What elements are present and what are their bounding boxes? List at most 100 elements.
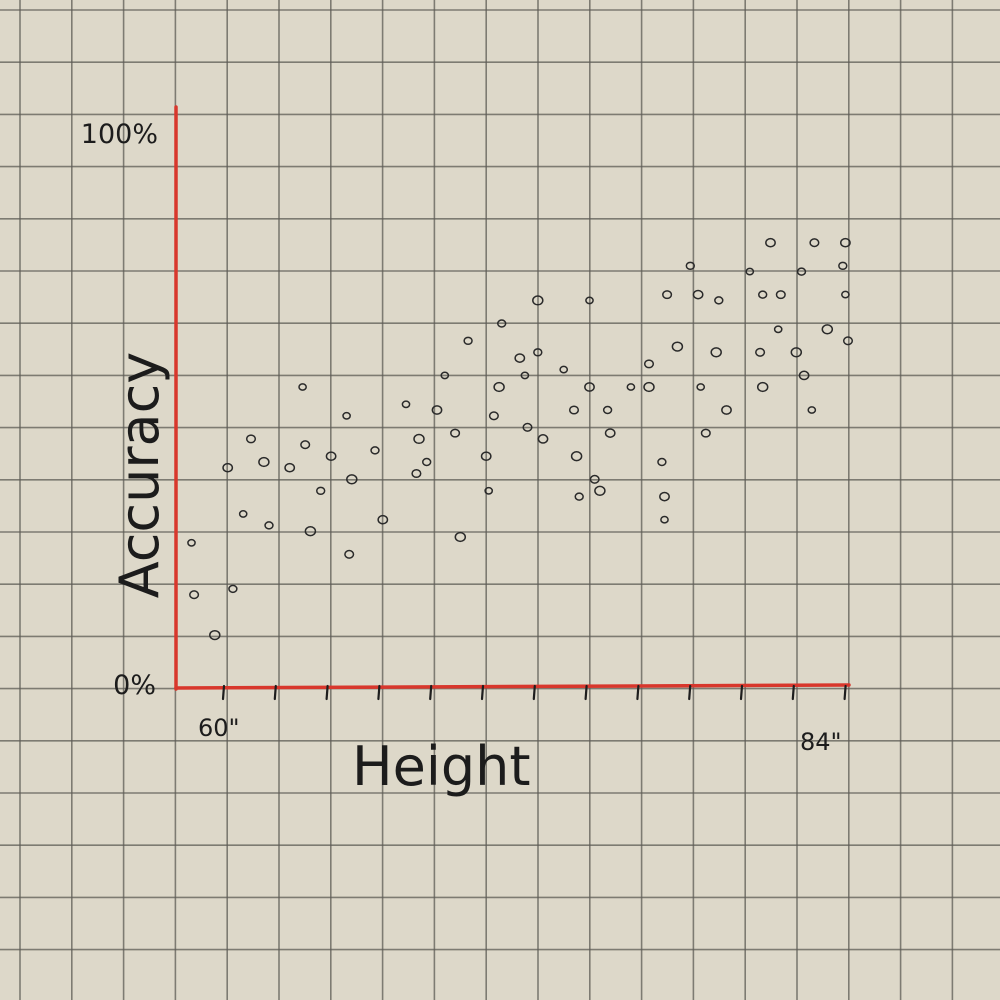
data-point <box>187 538 196 547</box>
data-point <box>809 238 820 248</box>
data-point <box>316 486 326 496</box>
data-point <box>643 359 655 369</box>
x-tick-label-min: 60" <box>198 714 240 742</box>
data-point <box>758 290 768 299</box>
data-point <box>714 296 724 305</box>
y-tick-label-max: 100% <box>81 119 158 150</box>
x-axis-tick <box>429 684 433 701</box>
data-point <box>671 341 684 352</box>
data-point <box>484 486 494 495</box>
data-point <box>838 261 848 271</box>
data-point <box>488 411 499 421</box>
data-point <box>821 324 834 335</box>
x-tick-label-max: 84" <box>800 728 842 756</box>
data-point <box>626 383 636 391</box>
data-point <box>450 428 461 438</box>
data-point <box>377 514 389 525</box>
data-point <box>589 474 600 484</box>
data-point <box>284 462 296 473</box>
data-point <box>514 353 526 363</box>
data-point <box>454 531 467 543</box>
data-point <box>298 383 307 391</box>
data-point <box>440 371 450 380</box>
x-axis-title: Height <box>352 735 531 798</box>
data-point <box>796 267 807 276</box>
x-axis-tick <box>843 684 847 701</box>
data-point <box>798 370 810 381</box>
data-points <box>187 237 854 641</box>
data-point <box>537 434 549 444</box>
data-point <box>755 347 766 357</box>
data-point <box>304 526 317 537</box>
data-point <box>745 267 755 276</box>
x-axis-tick <box>532 684 536 701</box>
x-axis-tick <box>273 684 277 701</box>
x-axis-tick <box>480 684 485 701</box>
data-point <box>522 422 533 432</box>
data-point <box>422 457 432 467</box>
x-axis-tick <box>584 684 588 701</box>
x-axis-tick <box>325 684 329 701</box>
data-point <box>370 446 380 455</box>
data-point <box>643 381 655 393</box>
data-point <box>238 509 248 518</box>
x-axis-tick <box>739 684 744 701</box>
axes <box>174 105 851 701</box>
data-point <box>346 474 358 485</box>
data-point <box>721 405 732 415</box>
data-point <box>568 405 580 415</box>
data-point <box>840 237 851 248</box>
data-point <box>710 347 722 358</box>
axis-labels: 100% 0% 60" 84" Height Accuracy <box>81 119 842 798</box>
data-point <box>659 491 670 502</box>
data-point <box>765 237 776 248</box>
data-point <box>463 336 473 346</box>
data-point <box>574 492 584 501</box>
data-point <box>258 456 270 468</box>
data-point <box>756 381 769 393</box>
data-point <box>497 319 507 328</box>
data-point <box>559 365 569 374</box>
x-axis-tick <box>377 684 381 701</box>
data-point <box>604 428 616 438</box>
data-point <box>413 433 425 445</box>
data-point <box>533 348 543 357</box>
data-point <box>245 434 257 444</box>
data-point <box>594 485 606 496</box>
data-point <box>584 382 595 392</box>
data-point <box>685 261 695 271</box>
data-point <box>570 451 583 462</box>
data-point <box>342 411 351 420</box>
data-point <box>222 462 234 473</box>
data-point <box>841 290 850 299</box>
data-point <box>228 584 238 594</box>
data-point <box>807 406 817 414</box>
data-point <box>692 289 704 300</box>
data-point <box>585 296 594 305</box>
data-point <box>300 440 311 450</box>
data-point <box>411 468 422 479</box>
data-point <box>657 457 667 467</box>
y-axis-title: Accuracy <box>108 352 171 599</box>
x-axis-tick <box>791 684 795 701</box>
data-point <box>401 400 411 409</box>
data-point <box>602 405 613 415</box>
data-point <box>520 371 530 380</box>
data-point <box>790 347 803 358</box>
data-point <box>493 381 505 393</box>
data-point <box>775 290 786 300</box>
data-point <box>842 336 854 346</box>
x-axis-tick <box>688 684 692 701</box>
data-point <box>431 405 443 415</box>
data-point <box>662 290 673 300</box>
x-axis-tick <box>636 684 640 701</box>
data-point <box>700 428 711 438</box>
data-point <box>189 590 200 600</box>
x-axis-line <box>174 683 851 690</box>
data-point <box>480 451 492 462</box>
data-point <box>696 383 706 391</box>
data-point <box>209 629 221 641</box>
